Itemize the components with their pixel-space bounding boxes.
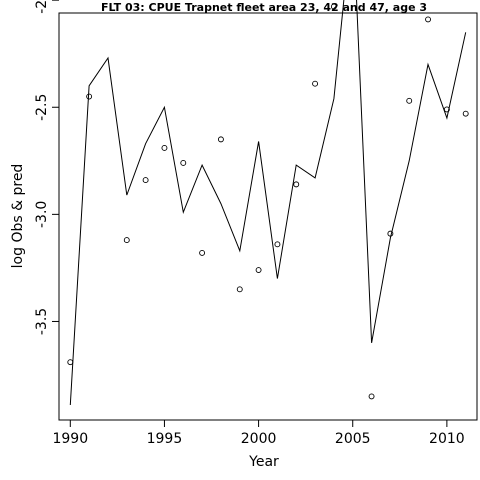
y-tick-label: -2.5	[34, 94, 50, 121]
observed-point	[368, 393, 375, 400]
x-tick-label: 2010	[429, 431, 465, 447]
observed-point	[425, 16, 431, 23]
series-layer	[67, 0, 469, 406]
y-tick-label: -3.5	[34, 308, 50, 335]
observed-point	[180, 159, 187, 166]
observed-point	[293, 181, 300, 188]
chart-title: FLT 03: CPUE Trapnet fleet area 23, 42 a…	[101, 1, 427, 14]
observed-point	[67, 359, 74, 366]
x-tick-label: 1995	[147, 431, 183, 447]
observed-point	[255, 267, 262, 274]
y-axis: -2.0 -2.5 -3.0 -3.5	[34, 0, 59, 335]
observed-point	[406, 97, 413, 104]
x-tick-label: 1990	[52, 431, 88, 447]
observed-point	[199, 249, 206, 256]
x-axis: 1990 1995 2000 2005 2010	[52, 420, 465, 447]
observed-point	[443, 106, 450, 113]
x-tick-label: 2005	[335, 431, 371, 447]
x-axis-label: Year	[248, 454, 279, 470]
observed-point	[217, 136, 224, 143]
y-axis-label: log Obs & pred	[10, 164, 26, 269]
observed-point	[462, 110, 469, 117]
y-tick-label: -2.0	[34, 0, 50, 14]
observed-point	[330, 3, 337, 10]
x-tick-label: 2000	[241, 431, 277, 447]
observed-point	[123, 237, 130, 244]
plot-frame	[58, 12, 478, 421]
observed-point	[387, 230, 394, 237]
observed-point	[161, 145, 168, 151]
observed-point	[236, 286, 243, 293]
observed-point	[312, 80, 319, 87]
y-tick-label: -3.0	[34, 201, 50, 228]
observed-point	[274, 241, 281, 248]
observed-point	[86, 93, 93, 100]
predicted-line	[69, 0, 467, 406]
observed-point	[142, 177, 149, 184]
